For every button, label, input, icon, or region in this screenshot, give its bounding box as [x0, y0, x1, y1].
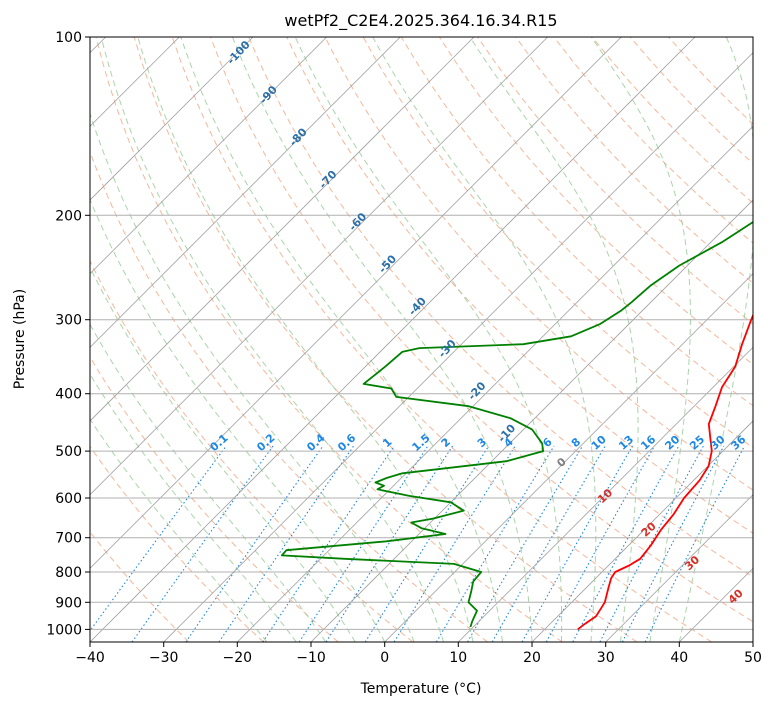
- temperature-line: [577, 313, 753, 631]
- isotherm-line: [163, 52, 753, 642]
- x-tick-label: −10: [296, 650, 326, 666]
- moist-adiabat-line: [469, 37, 639, 642]
- moist-adiabat-line: [137, 37, 474, 642]
- isotherm-line: [384, 273, 753, 642]
- isotherm-line: [90, 37, 475, 422]
- isotherm-line: [90, 37, 696, 642]
- y-tick-label: 200: [55, 208, 82, 224]
- dry-adiabat-line: [324, 37, 753, 491]
- dry-adiabat-line: [171, 37, 712, 642]
- mixing-ratio-line: [545, 445, 656, 642]
- isotherm-line: [752, 641, 753, 642]
- x-tick-label: 40: [670, 650, 688, 666]
- moist-adiabat-line: [90, 266, 356, 642]
- mixing-ratio-line: [521, 445, 633, 642]
- mixing-ratio-line: [262, 445, 395, 642]
- y-tick-label: 900: [55, 595, 82, 611]
- x-axis: −40 −30 −20 −10 0 10 20 30 40 50: [75, 642, 762, 666]
- dry-adiabat-line: [95, 37, 563, 642]
- dry-adiabat-line: [133, 37, 638, 642]
- moist-adiabat-line: [678, 37, 753, 642]
- dry-adiabat-line: [90, 259, 414, 642]
- y-tick-label: 400: [55, 387, 82, 403]
- mixing-ratio-line: [185, 445, 324, 642]
- moist-adiabat-line: [90, 323, 327, 642]
- mixing-ratio-line: [644, 445, 746, 642]
- x-tick-label: 10: [449, 650, 467, 666]
- isotherm-line: [458, 346, 753, 642]
- y-tick-label: 700: [55, 531, 82, 547]
- dry-adiabat-line: [286, 37, 753, 534]
- y-tick-label: 600: [55, 491, 82, 507]
- mixing-ratio-line: [218, 445, 355, 642]
- x-tick-label: 0: [380, 650, 389, 666]
- y-tick-label: 1000: [46, 622, 82, 638]
- dry-adiabat-line: [210, 37, 753, 623]
- isotherm-line: [90, 37, 622, 569]
- isotherm-line: [531, 420, 753, 642]
- moist-adiabat-line: [231, 37, 533, 642]
- moist-adiabat-line: [90, 418, 268, 642]
- dry-adiabat-line: [248, 37, 753, 578]
- mixing-ratio-line: [298, 445, 429, 642]
- x-tick-label: −30: [149, 650, 179, 666]
- moist-adiabat-line: [294, 37, 563, 642]
- moist-adiabat-line: [590, 37, 691, 642]
- moist-adiabat-line: [90, 198, 386, 642]
- isotherm-line: [310, 199, 753, 642]
- moist-adiabat-line: [372, 37, 597, 642]
- x-tick-label: 20: [523, 650, 541, 666]
- isotherm-line: [237, 125, 753, 642]
- mixing-ratio-line: [467, 445, 584, 642]
- x-tick-label: 30: [597, 650, 615, 666]
- x-tick-label: −40: [75, 650, 105, 666]
- moist-adiabat-line: [90, 111, 415, 642]
- isotherm-line: [90, 37, 254, 201]
- plot-frame: [89, 36, 754, 643]
- mixing-ratio-line: [131, 445, 274, 642]
- x-tick-label: −20: [223, 650, 253, 666]
- dry-adiabat-line: [515, 37, 753, 284]
- series-lines: [281, 220, 753, 631]
- grid-lines: [90, 37, 753, 642]
- mixing-ratio-line: [325, 445, 454, 642]
- mixing-ratio-line: [364, 445, 490, 642]
- x-axis-label: Temperature (°C): [360, 681, 482, 697]
- moist-adiabat-line: [180, 37, 503, 642]
- background-lines: [90, 37, 753, 642]
- y-tick-label: 100: [55, 30, 82, 46]
- moist-adiabat-line: [90, 373, 297, 642]
- dry-adiabat-line: [90, 356, 339, 642]
- plot-background: [90, 37, 753, 642]
- mixing-ratio-line: [621, 445, 725, 642]
- dry-adiabat-line: [90, 445, 264, 642]
- isotherm-line: [90, 37, 401, 348]
- isotherm-line: [90, 37, 327, 275]
- y-axis: 100 200 300 400 500 600 700 800 900 1000: [46, 30, 90, 638]
- y-tick-label: 300: [55, 313, 82, 329]
- mixing-ratio-line: [435, 445, 555, 642]
- y-tick-label: 800: [55, 565, 82, 581]
- chart-title: wetPf2_C2E4.2025.364.16.34.R15: [284, 11, 557, 31]
- isotherm-line: [90, 37, 548, 496]
- y-axis-label: Pressure (hPa): [12, 289, 28, 389]
- x-tick-label: 50: [744, 650, 762, 666]
- y-tick-label: 500: [55, 444, 82, 460]
- dewpoint-line: [281, 220, 753, 628]
- moist-adiabat-line: [100, 37, 445, 642]
- isotherm-line: [605, 494, 753, 642]
